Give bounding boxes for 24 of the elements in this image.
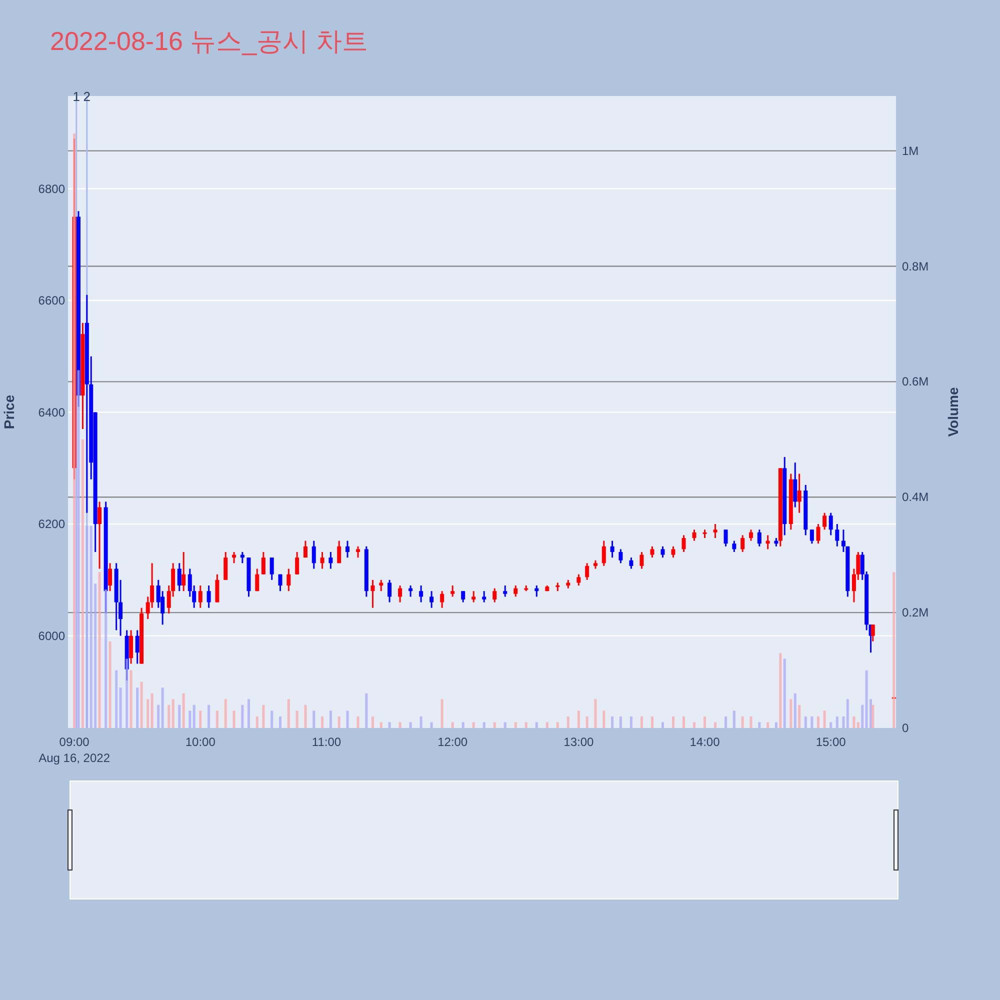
- chart-title: 2022-08-16 뉴스_공시 차트: [50, 26, 368, 56]
- y2-tick-label: 0.4M: [902, 490, 929, 504]
- y2-tick-label: 0.6M: [902, 374, 929, 389]
- ref-line-label: 1: [72, 89, 80, 104]
- text: Aug 16, 2022: [38, 751, 110, 765]
- x-tick-label: 15:00: [816, 735, 846, 749]
- x-tick-label: 12:00: [438, 735, 468, 749]
- y-tick-label: 6400: [38, 405, 66, 420]
- x-tick-label: 11:00: [312, 735, 342, 749]
- y2-axis-title: Volume: [945, 387, 961, 437]
- y2-tick-label: 0.8M: [902, 259, 929, 274]
- y-tick-label: 6000: [38, 628, 66, 643]
- x-tick-label: 09:00: [59, 735, 90, 749]
- y-tick-label: 6200: [38, 517, 66, 532]
- y-tick-label: 6600: [38, 294, 66, 308]
- x-tick-label: 10:00: [185, 735, 216, 749]
- y-tick-label: 6800: [38, 182, 66, 196]
- ref-line-label: 2: [83, 89, 91, 104]
- y2-tick-label: 1M: [902, 144, 919, 158]
- x-tick-label: 13:00: [564, 735, 594, 749]
- y2-tick-label: 0: [902, 721, 909, 735]
- x-tick-label: 14:00: [690, 735, 720, 749]
- y-axis-title: Price: [1, 394, 17, 430]
- y2-tick-label: 0.2M: [902, 606, 929, 620]
